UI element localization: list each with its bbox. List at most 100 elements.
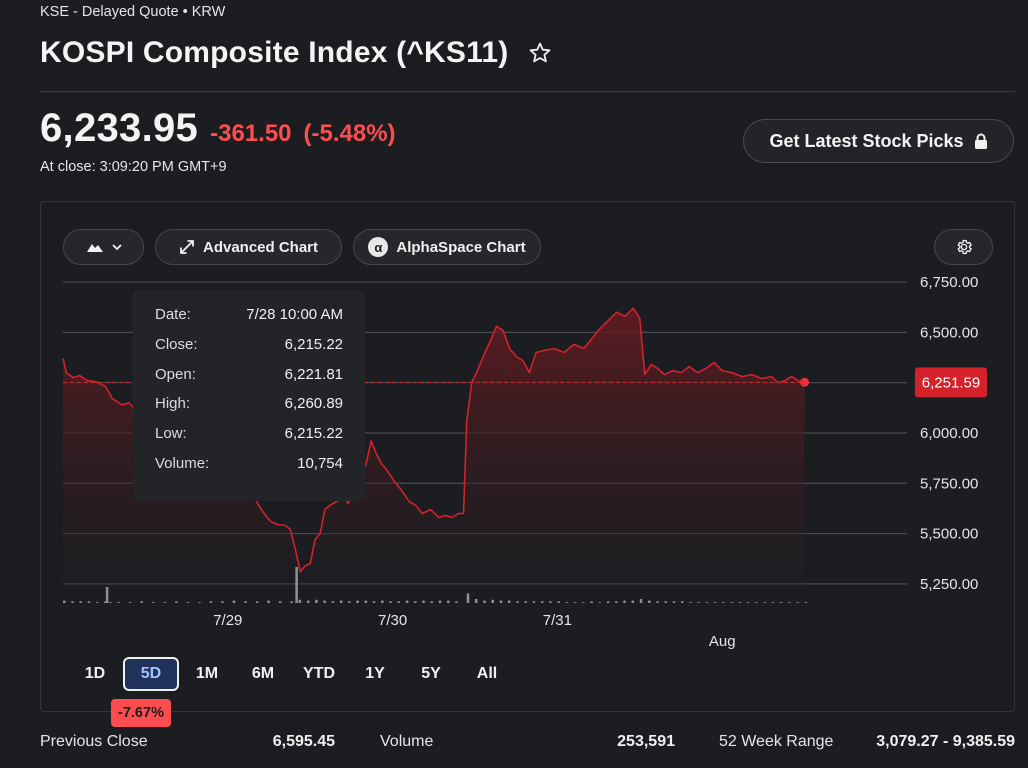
price-area bbox=[63, 308, 805, 602]
tooltip-value: 6,215.22 bbox=[284, 335, 343, 353]
volume-bar bbox=[672, 601, 676, 603]
previous-close-value: 6,595.45 bbox=[272, 733, 335, 750]
52-week-range-label: 52 Week Range bbox=[719, 733, 834, 750]
tooltip-label: Volume: bbox=[155, 454, 210, 472]
current-price-tag-label: 6,251.59 bbox=[922, 374, 980, 391]
y-tick-label: 6,000.00 bbox=[920, 425, 978, 442]
x-tick-label: 7/30 bbox=[378, 612, 407, 629]
gear-icon bbox=[957, 239, 972, 255]
tooltip-row: Low: 6,215.22 bbox=[155, 425, 343, 455]
volume-bar bbox=[606, 601, 610, 603]
tooltip-value: 7/28 10:00 AM bbox=[246, 306, 343, 323]
advanced-chart-label: Advanced Chart bbox=[202, 238, 319, 256]
volume-bar bbox=[267, 600, 270, 603]
range-button-1m[interactable]: 1M bbox=[195, 665, 219, 682]
volume-bar bbox=[348, 601, 351, 603]
volume-bar bbox=[565, 602, 569, 603]
volume-bar bbox=[722, 602, 725, 603]
y-tick-label: 6,500.00 bbox=[920, 324, 978, 341]
chart-settings-button[interactable] bbox=[934, 229, 993, 265]
star-icon[interactable] bbox=[528, 41, 552, 65]
volume-bar bbox=[573, 602, 577, 603]
advanced-chart-button[interactable]: Advanced Chart bbox=[155, 229, 342, 265]
volume-bar bbox=[151, 602, 155, 603]
get-stock-picks-label: Get Latest Stock Picks bbox=[769, 130, 964, 151]
range-button-5y[interactable]: 5Y bbox=[421, 665, 441, 682]
range-button-1y[interactable]: 1Y bbox=[365, 665, 385, 682]
range-button-1d[interactable]: 1D bbox=[84, 665, 106, 682]
volume-bar bbox=[405, 600, 409, 603]
volume-bar bbox=[730, 602, 733, 603]
volume-bar bbox=[105, 587, 109, 603]
y-tick-label: 5,750.00 bbox=[920, 475, 978, 492]
volume-bar bbox=[455, 601, 458, 603]
volume-bar bbox=[175, 601, 178, 603]
volume-bar bbox=[104, 601, 107, 603]
volume-bar bbox=[755, 602, 758, 603]
volume-bar bbox=[491, 599, 494, 603]
tooltip-value: 10,754 bbox=[297, 454, 343, 472]
volume-bar bbox=[516, 601, 519, 603]
mountain-chart-icon bbox=[86, 244, 103, 252]
chart-type-dropdown[interactable] bbox=[63, 229, 144, 265]
volume-bar bbox=[763, 602, 766, 603]
alphaspace-chart-button[interactable]: α AlphaSpace Chart bbox=[353, 229, 541, 265]
volume-bar bbox=[63, 600, 66, 603]
volume-bar bbox=[590, 601, 593, 603]
volume-bar bbox=[466, 593, 470, 603]
52-week-range-value: 3,079.27 - 9,385.59 bbox=[876, 733, 1015, 750]
volume-bar bbox=[623, 600, 626, 603]
tooltip-label: High: bbox=[155, 395, 191, 413]
volume-bar bbox=[746, 602, 750, 603]
volume-bar bbox=[483, 600, 486, 603]
volume-bar bbox=[598, 602, 602, 603]
volume-bar bbox=[656, 601, 659, 603]
volume-bar bbox=[689, 602, 692, 603]
tooltip-value: 6,260.89 bbox=[284, 395, 343, 413]
volume-bar bbox=[71, 601, 74, 603]
volume-bar bbox=[339, 600, 343, 603]
volume-bar bbox=[290, 601, 293, 603]
x-tick-label: 7/29 bbox=[213, 612, 242, 629]
volume-bar bbox=[499, 600, 503, 603]
current-price: 6,233.95 bbox=[40, 106, 199, 150]
volume-bar bbox=[244, 601, 247, 603]
volume-bar bbox=[507, 600, 511, 603]
volume-bar bbox=[140, 601, 143, 603]
volume-bar bbox=[631, 600, 635, 603]
price-change: -361.50 bbox=[210, 120, 292, 147]
volume-bar bbox=[323, 600, 326, 603]
range-button-6m[interactable]: 6M bbox=[251, 665, 275, 682]
volume-bar bbox=[430, 601, 434, 603]
volume-bar bbox=[582, 602, 585, 603]
get-stock-picks-button[interactable]: Get Latest Stock Picks bbox=[743, 119, 1014, 163]
volume-bar bbox=[438, 600, 442, 603]
volume-bar bbox=[681, 601, 684, 603]
volume-bar bbox=[557, 601, 560, 603]
tooltip-row: High: 6,260.89 bbox=[155, 395, 343, 425]
range-button-5d[interactable]: 5D bbox=[123, 657, 179, 691]
quote-source: KSE - Delayed Quote • KRW bbox=[40, 4, 226, 20]
header-divider bbox=[40, 91, 1015, 92]
volume-bar bbox=[372, 601, 376, 603]
previous-close-label: Previous Close bbox=[40, 733, 148, 750]
tooltip-label: Date: bbox=[155, 306, 191, 323]
last-price-marker bbox=[800, 377, 810, 387]
close-time: At close: 3:09:20 PM GMT+9 bbox=[40, 159, 227, 175]
y-tick-label: 5,500.00 bbox=[920, 526, 978, 543]
volume-value: 253,591 bbox=[617, 733, 675, 750]
volume-bar bbox=[356, 600, 359, 603]
volume-bar bbox=[779, 602, 783, 603]
alphaspace-logo-icon: α bbox=[368, 237, 389, 257]
range-button-ytd[interactable]: YTD bbox=[303, 665, 335, 682]
volume-bar bbox=[278, 601, 282, 603]
volume-bar bbox=[389, 601, 392, 603]
range-button-all[interactable]: All bbox=[476, 665, 498, 682]
range-performance-badge: -7.67% bbox=[111, 699, 171, 727]
volume-bar bbox=[209, 601, 213, 603]
volume-bar bbox=[232, 600, 236, 603]
volume-bar bbox=[422, 600, 425, 603]
tooltip-row: Date: 7/28 10:00 AM bbox=[155, 306, 343, 336]
page-title: KOSPI Composite Index (^KS11) bbox=[40, 36, 509, 69]
volume-bar bbox=[446, 600, 450, 603]
